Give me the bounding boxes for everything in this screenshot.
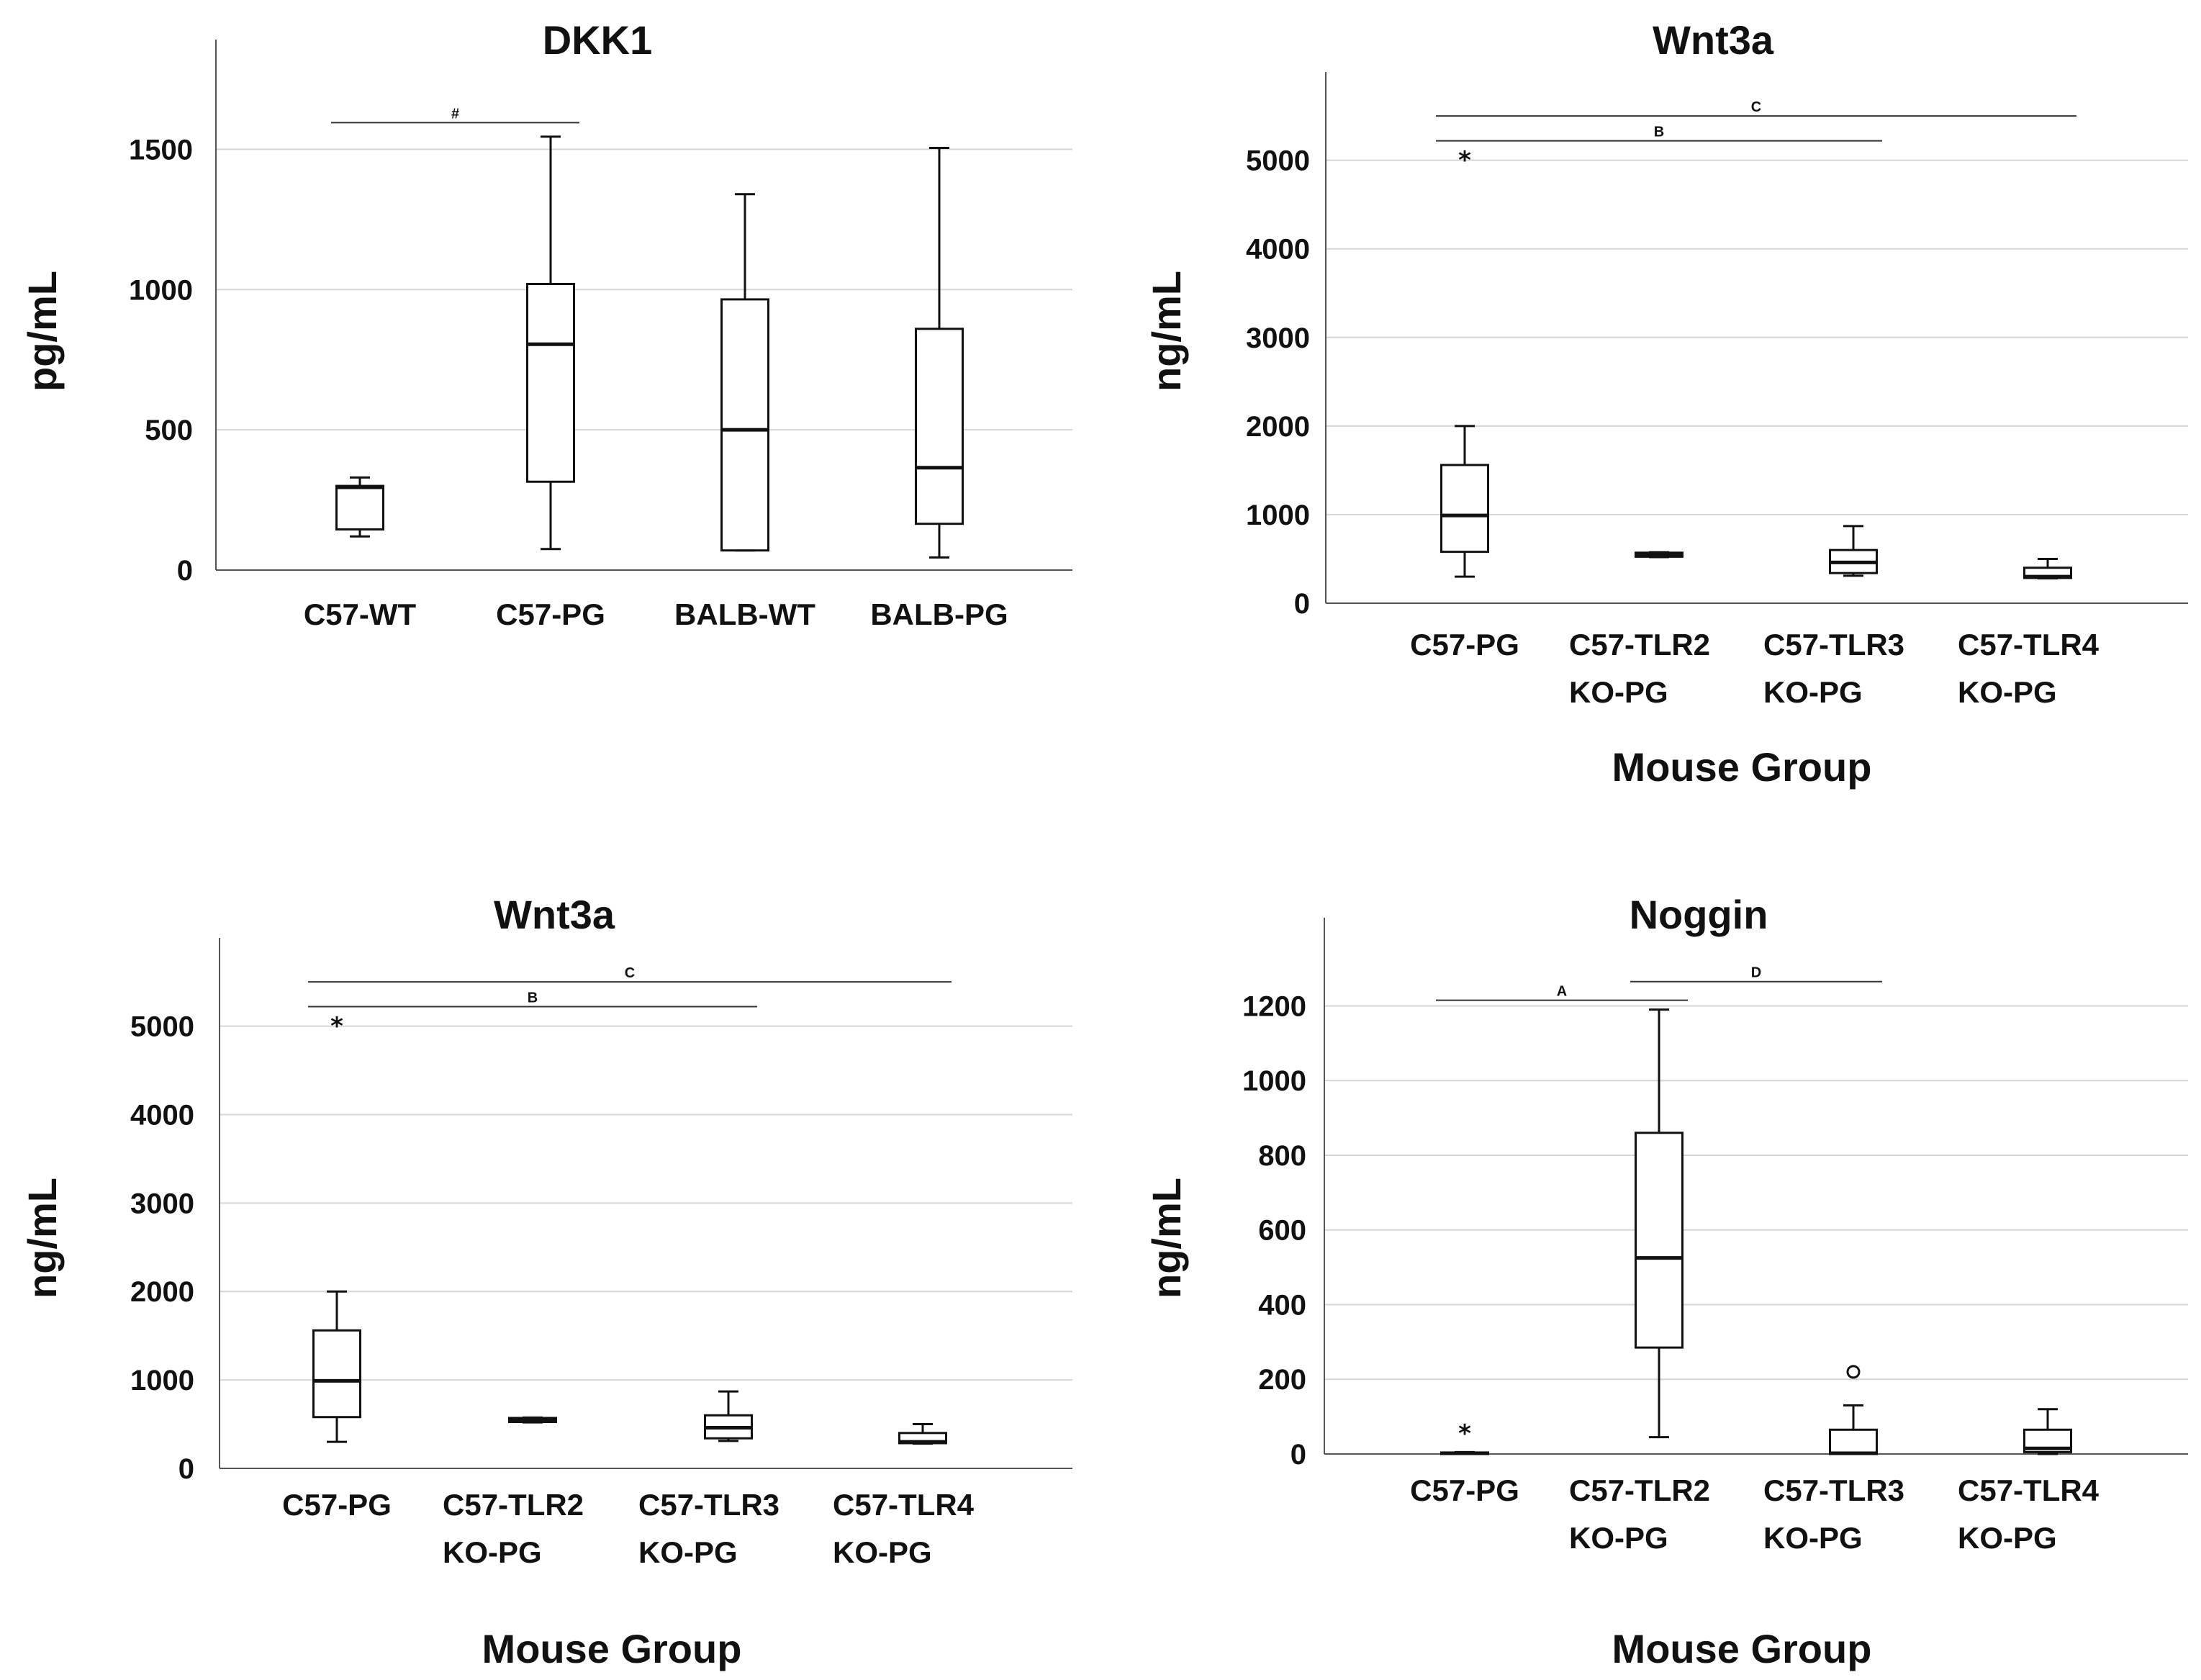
- box-plot: [1635, 551, 1683, 559]
- category-label: C57-TLR2: [1569, 628, 1710, 661]
- box-iqr: [720, 298, 769, 552]
- box-iqr: [1440, 464, 1489, 554]
- chart-title: Wnt3a: [494, 892, 615, 937]
- category-label: KO-PG: [1958, 1521, 2057, 1555]
- box-plot: [508, 1416, 557, 1424]
- category-label: C57-TLR3: [638, 1488, 779, 1522]
- box-plot: [335, 476, 384, 538]
- y-axis-label: ng/mL: [1144, 1178, 1189, 1299]
- y-tick-label: 0: [177, 555, 193, 587]
- box-plot: [898, 1423, 947, 1445]
- chart-title: Wnt3a: [1653, 17, 1774, 63]
- x-axis-label: Mouse Group: [482, 1626, 742, 1671]
- category-label: C57-TLR3: [1763, 1473, 1904, 1507]
- box-plot: [704, 1390, 753, 1442]
- box-plot: [1829, 525, 1878, 577]
- y-axis-label: ng/mL: [1144, 271, 1189, 392]
- y-tick-label: 200: [1258, 1364, 1306, 1396]
- y-tick-label: 3000: [130, 1188, 194, 1219]
- y-tick-label: 400: [1258, 1289, 1306, 1321]
- y-tick-label: 1000: [129, 274, 193, 306]
- outlier-point: *: [1458, 146, 1471, 175]
- y-tick-label: 5000: [130, 1011, 194, 1043]
- box-iqr: [526, 282, 575, 483]
- x-axis-label: Mouse Group: [1612, 744, 1872, 790]
- category-label: C57-TLR4: [1958, 628, 2100, 661]
- y-tick-label: 0: [178, 1453, 194, 1485]
- box-iqr: [915, 328, 964, 525]
- chart-panel-dkk1: DKK1 0 500 1000 1500 pg/mL C57-WT C57-PG BALB-WT…: [19, 17, 1072, 631]
- box-plot: [526, 135, 575, 551]
- category-label: KO-PG: [1569, 1521, 1668, 1555]
- chart-panel-wnt3a: Wnt3a 0 1000 2000 3000 4000 5000 ng/mL Mouse Gro…: [19, 892, 1072, 1671]
- category-label: C57-TLR2: [443, 1488, 584, 1522]
- category-label: KO-PG: [833, 1535, 932, 1569]
- y-tick-label: 3000: [1246, 322, 1310, 354]
- box-plot: [1440, 425, 1489, 578]
- category-label: KO-PG: [1763, 1521, 1863, 1555]
- box-iqr: [1635, 1132, 1683, 1349]
- category-label: C57-PG: [282, 1488, 392, 1522]
- category-label: C57-TLR4: [833, 1488, 975, 1522]
- y-tick-label: 1500: [129, 134, 193, 166]
- significance-label: A: [1557, 984, 1567, 1000]
- box-iqr: [1829, 1428, 1878, 1455]
- y-tick-label: 2000: [1246, 411, 1310, 443]
- box-plot: [1635, 1008, 1683, 1439]
- y-tick-label: 500: [145, 415, 193, 446]
- significance-label: #: [451, 106, 459, 122]
- y-tick-label: 1000: [1242, 1065, 1306, 1097]
- y-tick-label: 5000: [1246, 145, 1310, 177]
- box-iqr: [312, 1329, 361, 1419]
- y-tick-label: 0: [1294, 588, 1310, 620]
- y-axis-label: ng/mL: [19, 1178, 65, 1299]
- significance-label: D: [1751, 965, 1761, 981]
- box-plot: [312, 1290, 361, 1443]
- significance-label: C: [1751, 99, 1761, 115]
- significance-label: C: [625, 965, 635, 981]
- outlier-point: [1846, 1365, 1861, 1379]
- chart-title: DKK1: [543, 17, 652, 63]
- y-tick-label: 1000: [130, 1365, 194, 1396]
- chart-title: Noggin: [1630, 892, 1768, 937]
- significance-label: B: [528, 990, 538, 1006]
- category-label: C57-PG: [496, 597, 605, 631]
- box-plot: [2023, 557, 2072, 580]
- category-label: KO-PG: [443, 1535, 542, 1569]
- y-axis-label: pg/mL: [19, 271, 65, 392]
- y-tick-label: 4000: [130, 1099, 194, 1131]
- box-plot: [720, 193, 769, 552]
- category-label: C57-TLR4: [1958, 1473, 2100, 1507]
- box-plot: [1829, 1404, 1878, 1455]
- y-tick-label: 600: [1258, 1215, 1306, 1247]
- box-plot: [2023, 1408, 2072, 1455]
- chart-panel-noggin: Noggin 0 200 400 600 800 1000 1200 ng/mL Mouse Gr…: [1144, 892, 2188, 1671]
- outlier-point: *: [1458, 1419, 1471, 1448]
- y-tick-label: 4000: [1246, 234, 1310, 266]
- box-iqr: [335, 484, 384, 530]
- y-tick-label: 1200: [1242, 990, 1306, 1022]
- y-tick-label: 0: [1291, 1439, 1306, 1471]
- y-tick-label: 2000: [130, 1276, 194, 1308]
- category-label: BALB-PG: [870, 597, 1008, 631]
- significance-label: B: [1654, 125, 1664, 140]
- box-plot: [1440, 1450, 1489, 1455]
- y-tick-label: 1000: [1246, 500, 1310, 531]
- category-label: C57-PG: [1410, 628, 1519, 661]
- y-tick-label: 800: [1258, 1140, 1306, 1172]
- category-label: KO-PG: [1958, 675, 2057, 709]
- category-label: BALB-WT: [674, 597, 815, 631]
- outlier-point: *: [330, 1012, 343, 1041]
- category-label: KO-PG: [1763, 675, 1863, 709]
- category-label: C57-TLR2: [1569, 1473, 1710, 1507]
- x-axis-label: Mouse Group: [1612, 1626, 1872, 1671]
- category-label: KO-PG: [1569, 675, 1668, 709]
- chart-panel-wnt3a: Wnt3a 0 1000 2000 3000 4000 5000 ng/mL Mouse Gro…: [1144, 17, 2188, 790]
- category-label: KO-PG: [638, 1535, 738, 1569]
- category-label: C57-TLR3: [1763, 628, 1904, 661]
- category-label: C57-WT: [304, 597, 417, 631]
- category-label: C57-PG: [1410, 1473, 1519, 1507]
- box-plot: [915, 146, 964, 559]
